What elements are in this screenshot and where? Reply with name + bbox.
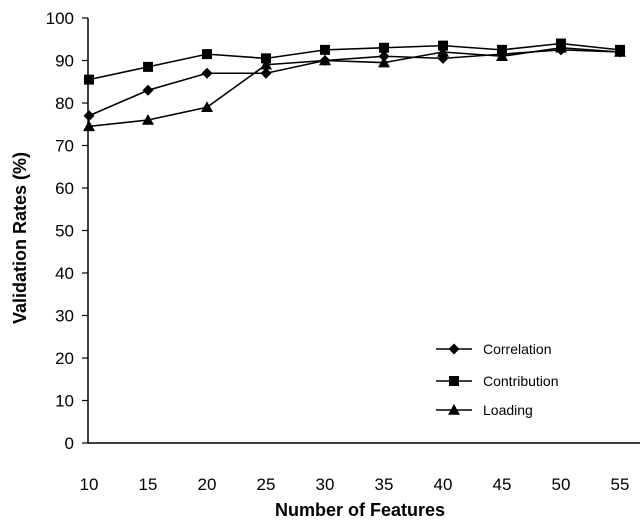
data-point-correlation — [83, 110, 95, 122]
data-point-contribution — [261, 53, 271, 64]
x-tick-label: 50 — [552, 475, 571, 494]
data-point-contribution — [84, 74, 94, 85]
data-point-contribution — [438, 40, 448, 51]
y-tick-label: 60 — [55, 179, 74, 198]
x-tick-label: 25 — [257, 475, 276, 494]
series-line-contribution — [88, 42, 621, 81]
data-point-loading — [555, 41, 567, 53]
data-point-contribution — [143, 61, 153, 72]
data-point-loading — [496, 50, 508, 62]
legend-marker-correlation — [448, 343, 460, 355]
x-axis-title: Number of Features — [275, 500, 445, 520]
x-tick-label: 40 — [434, 475, 453, 494]
y-tick-label: 90 — [55, 52, 74, 71]
y-tick-label: 50 — [55, 222, 74, 241]
legend-marker-contribution — [449, 376, 459, 386]
data-point-contribution — [320, 44, 330, 55]
data-point-loading — [437, 46, 449, 57]
data-point-correlation — [378, 50, 390, 62]
data-point-correlation — [201, 67, 213, 79]
y-tick-label: 30 — [55, 307, 74, 326]
y-tick-label: 80 — [55, 94, 74, 113]
y-axis-ticks: 0 10 20 30 40 50 60 70 80 90 100 — [46, 9, 88, 453]
series-layer — [83, 38, 626, 132]
y-tick-label: 0 — [65, 434, 74, 453]
x-tick-label: 45 — [493, 475, 512, 494]
data-point-loading — [83, 120, 95, 132]
x-tick-label: 10 — [80, 475, 99, 494]
legend: Correlation Contribution Loading — [436, 341, 559, 418]
data-point-loading — [260, 58, 272, 70]
data-point-loading — [614, 46, 626, 57]
data-point-loading — [201, 101, 213, 113]
legend-label-loading: Loading — [483, 402, 533, 418]
legend-item-contribution: Contribution — [436, 373, 559, 389]
series-line-correlation — [88, 49, 621, 117]
series-line-loading — [88, 46, 621, 128]
x-tick-label: 15 — [139, 475, 158, 494]
data-point-contribution — [202, 49, 212, 60]
data-point-loading — [319, 54, 331, 66]
data-point-loading — [378, 56, 390, 68]
x-tick-label: 20 — [198, 475, 217, 494]
data-point-correlation — [260, 67, 272, 79]
x-tick-label: 30 — [316, 475, 335, 494]
x-tick-label: 55 — [611, 475, 630, 494]
x-tick-label: 35 — [375, 475, 394, 494]
y-tick-label: 40 — [55, 264, 74, 283]
series-loading — [83, 41, 626, 132]
data-point-contribution — [497, 44, 507, 55]
data-point-contribution — [379, 42, 389, 53]
legend-marker-loading — [448, 404, 460, 415]
legend-item-loading: Loading — [436, 402, 533, 418]
data-point-correlation — [142, 84, 154, 96]
series-correlation — [83, 44, 626, 122]
legend-label-contribution: Contribution — [483, 373, 559, 389]
y-tick-label: 10 — [55, 392, 74, 411]
y-tick-label: 20 — [55, 349, 74, 368]
y-tick-label: 100 — [46, 9, 74, 28]
y-tick-label: 70 — [55, 137, 74, 156]
x-axis-ticks: 10 15 20 25 30 35 40 45 50 55 — [80, 475, 630, 494]
legend-label-correlation: Correlation — [483, 341, 551, 357]
y-axis-title: Validation Rates (%) — [10, 152, 30, 324]
data-point-loading — [142, 114, 154, 125]
legend-item-correlation: Correlation — [436, 341, 551, 357]
